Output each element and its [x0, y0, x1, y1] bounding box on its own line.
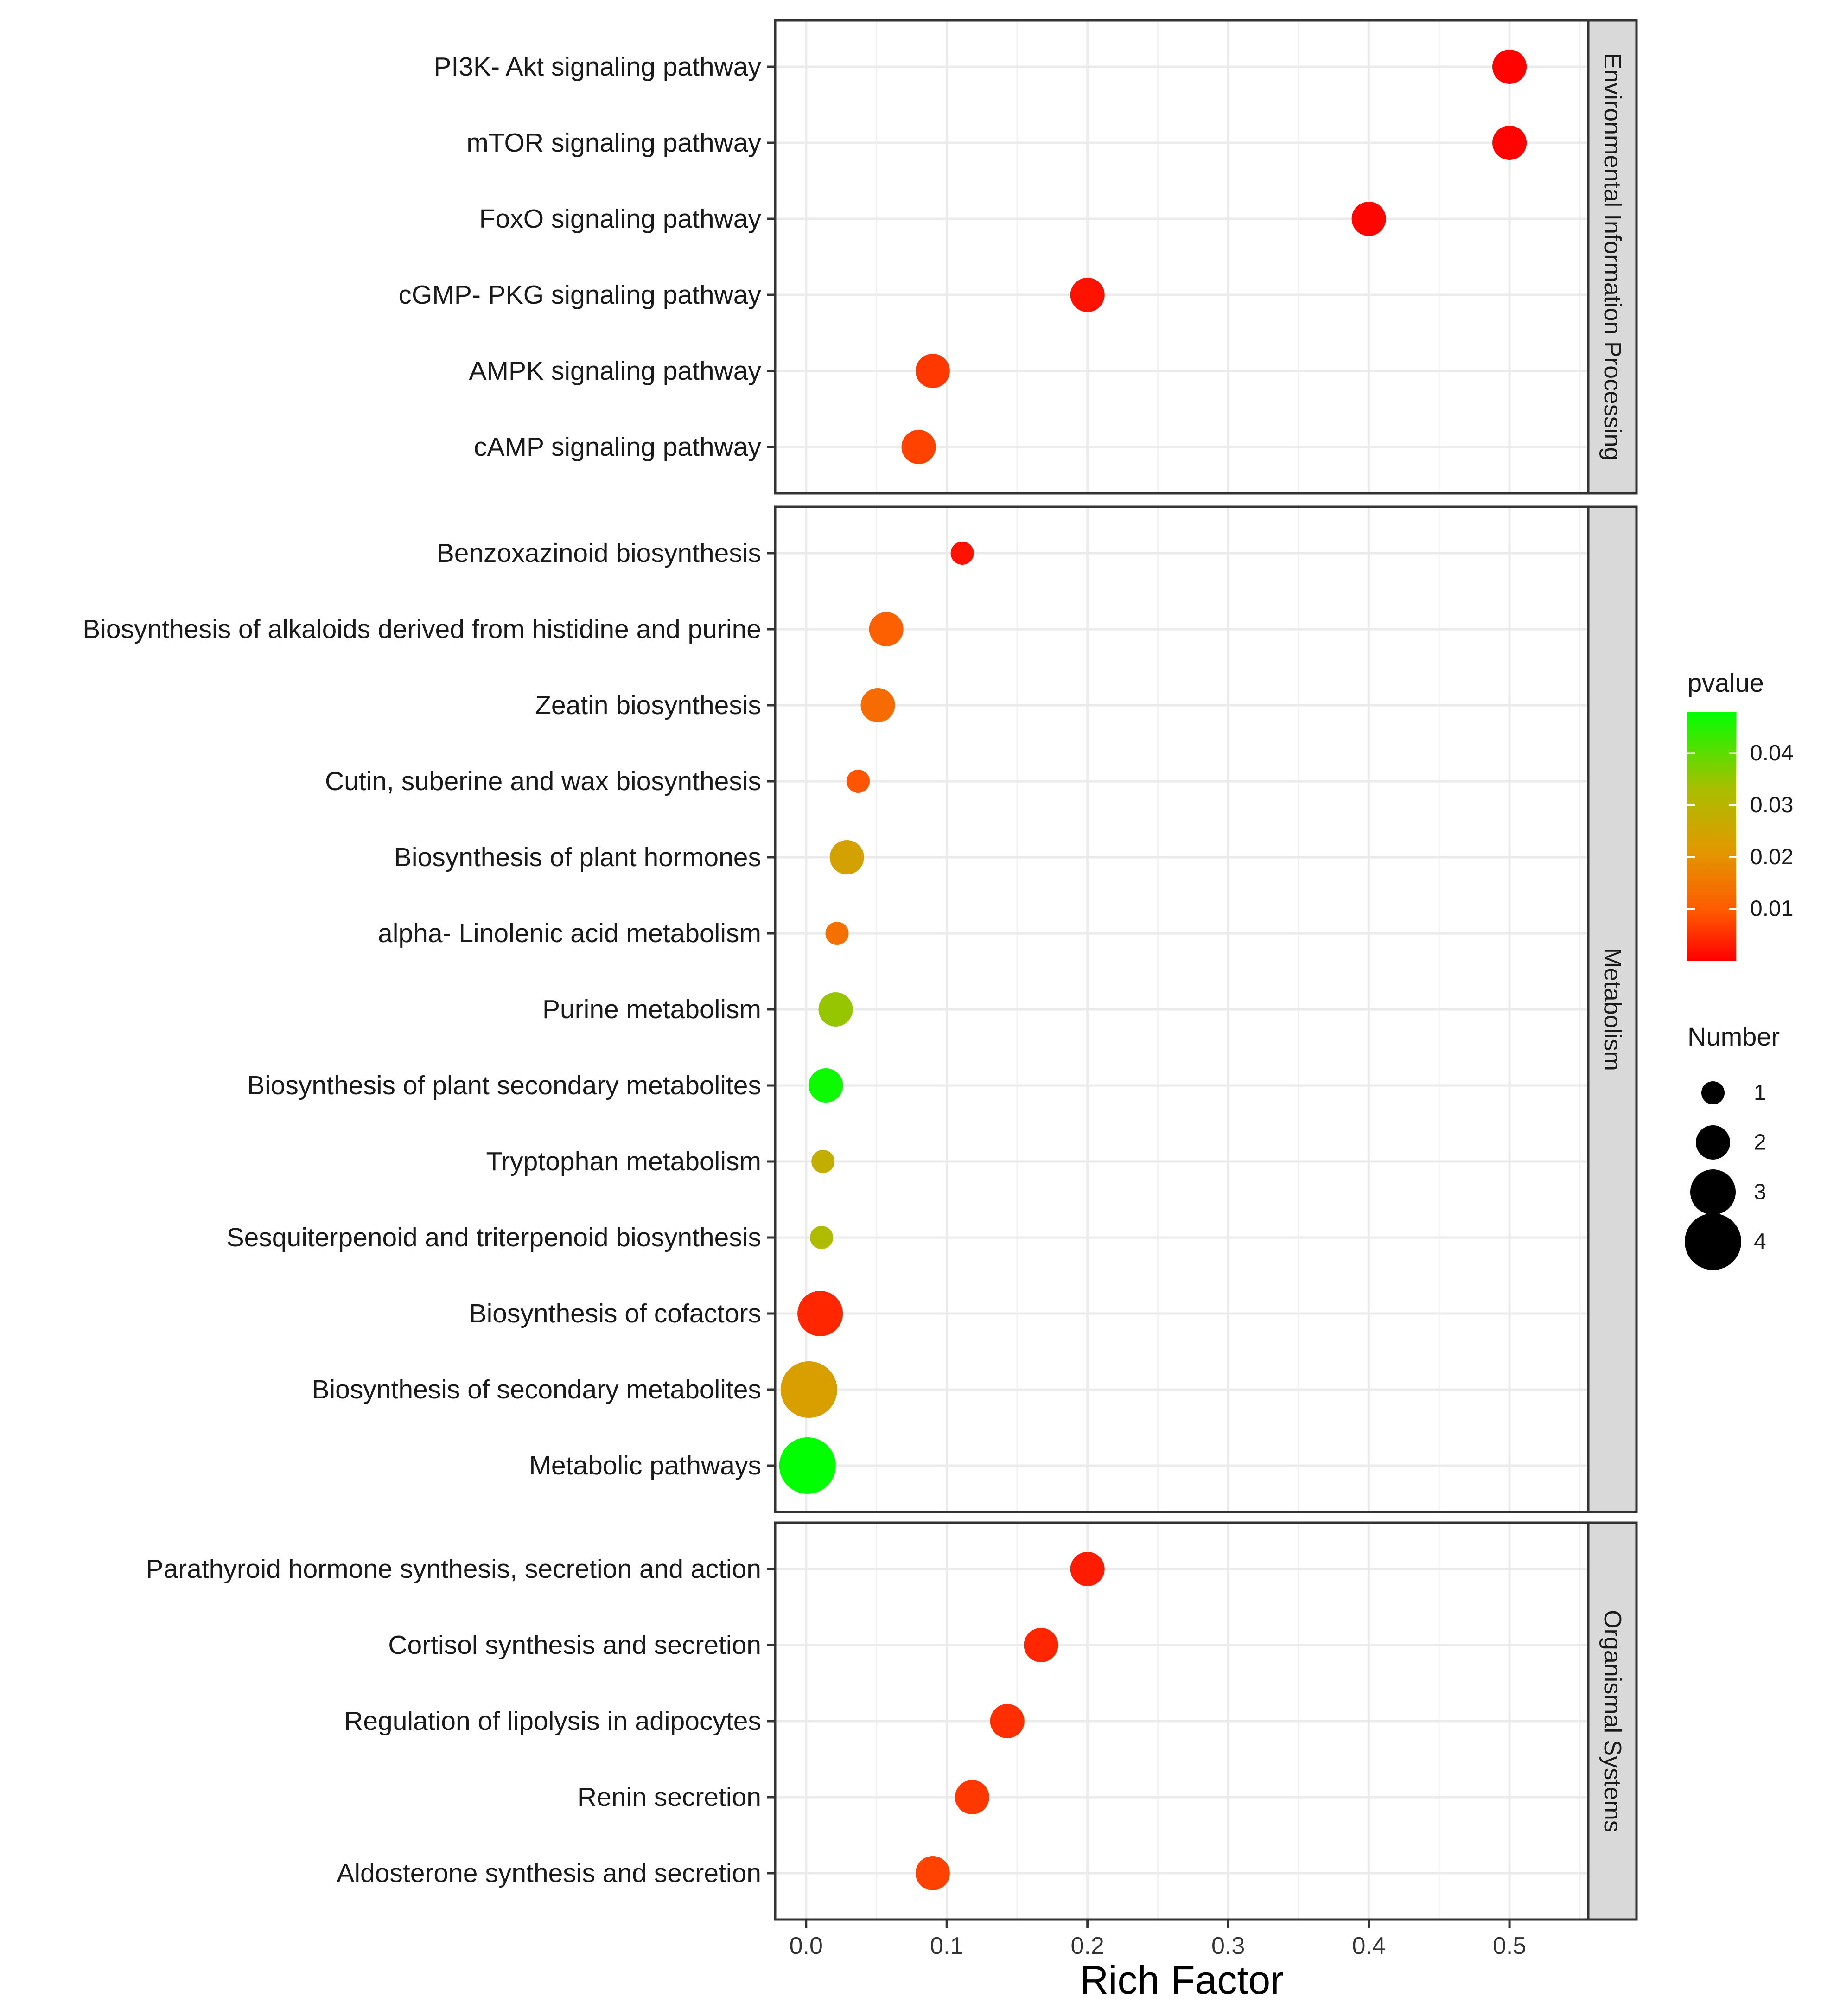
y-axis-label: Benzoxazinoid biosynthesis [437, 538, 761, 568]
facet-strip-label: Environmental Information Processing [1599, 53, 1626, 461]
y-axis-label: Biosynthesis of plant secondary metaboli… [247, 1071, 761, 1100]
facet-strip-label: Organismal Systems [1599, 1610, 1626, 1832]
data-point [811, 1150, 835, 1173]
facet-strip [1587, 1521, 1638, 1921]
size-legend-key [1690, 1169, 1736, 1215]
size-legend-label: 4 [1754, 1230, 1766, 1254]
y-axis-label: Cortisol synthesis and secretion [388, 1630, 761, 1660]
x-tick-label: 0.4 [1352, 1933, 1385, 1959]
data-point [915, 354, 950, 388]
x-tick-label: 0.2 [1071, 1933, 1104, 1959]
data-point [829, 840, 864, 874]
data-point [1492, 50, 1527, 84]
size-legend-label: 1 [1754, 1081, 1766, 1105]
color-bar-label: 0.02 [1750, 845, 1793, 869]
size-legend-label: 3 [1754, 1180, 1766, 1205]
data-point [950, 542, 974, 565]
y-axis-label: Purine metabolism [542, 995, 761, 1024]
y-axis-label: Biosynthesis of alkaloids derived from h… [83, 614, 761, 644]
color-bar-label: 0.01 [1750, 897, 1793, 921]
facet-strip-label: Metabolism [1599, 948, 1626, 1071]
x-tick-label: 0.0 [790, 1933, 823, 1959]
y-axis-label: Aldosterone synthesis and secretion [337, 1858, 761, 1888]
data-point [955, 1780, 989, 1814]
y-axis-label: cAMP signaling pathway [474, 432, 761, 462]
color-bar [1687, 712, 1736, 961]
data-point [1070, 278, 1105, 312]
y-axis-label: Renin secretion [578, 1782, 761, 1812]
data-point [1351, 202, 1386, 236]
y-axis-label: Biosynthesis of secondary metabolites [312, 1375, 761, 1404]
data-point [869, 612, 904, 646]
y-axis-label: FoxO signaling pathway [479, 204, 762, 234]
size-legend-label: 2 [1754, 1130, 1766, 1155]
legend-title-pvalue: pvalue [1687, 668, 1764, 697]
x-axis: 0.0 0.1 0.2 0.3 0.4 0.5 Rich Factor [790, 1920, 1526, 2003]
y-axis-label: Parathyroid hormone synthesis, secretion… [146, 1554, 761, 1584]
y-axis-label: PI3K- Akt signaling pathway [433, 52, 761, 82]
data-point [1492, 126, 1527, 160]
data-point [825, 922, 849, 945]
data-point [1024, 1628, 1058, 1662]
data-point [901, 430, 936, 464]
x-tick-label: 0.3 [1211, 1933, 1245, 1959]
panel-border [774, 19, 1590, 495]
facet-panel: Benzoxazinoid biosynthesis Biosynthesis o… [83, 505, 1638, 1513]
facet-strip [1587, 19, 1638, 495]
facet-panel: Parathyroid hormone synthesis, secretion… [146, 1521, 1638, 1921]
data-point [860, 688, 895, 722]
y-axis-label: Regulation of lipolysis in adipocytes [344, 1706, 761, 1736]
size-legend-key [1701, 1081, 1725, 1104]
x-axis-title: Rich Factor [1080, 1958, 1284, 2003]
color-bar-label: 0.04 [1750, 741, 1793, 766]
y-axis-label: cGMP- PKG signaling pathway [399, 280, 762, 310]
legend-title-number: Number [1687, 1022, 1780, 1051]
color-bar-label: 0.03 [1750, 793, 1793, 817]
x-tick-label: 0.1 [930, 1933, 963, 1959]
y-axis-label: Sesquiterpenoid and triterpenoid biosynt… [227, 1223, 761, 1252]
data-point [780, 1361, 837, 1418]
facet-panel: PI3K- Akt signaling pathway mTOR signalin… [399, 19, 1638, 495]
y-axis-label: AMPK signaling pathway [469, 356, 761, 386]
data-point [818, 992, 853, 1027]
y-axis-label: Metabolic pathways [529, 1451, 761, 1480]
data-point [847, 770, 870, 793]
data-point [779, 1437, 836, 1494]
y-axis-label: Biosynthesis of plant hormones [394, 842, 761, 872]
data-point [809, 1068, 843, 1103]
data-point [915, 1856, 950, 1890]
data-point [990, 1704, 1025, 1738]
data-point [1070, 1552, 1105, 1586]
size-legend-key [1696, 1125, 1730, 1160]
y-axis-label: Zeatin biosynthesis [535, 690, 761, 720]
x-tick-label: 0.5 [1493, 1933, 1526, 1959]
data-point [810, 1226, 834, 1249]
y-axis-label: Cutin, suberine and wax biosynthesis [325, 766, 761, 796]
facet-strip [1587, 505, 1638, 1513]
y-axis-label: alpha- Linolenic acid metabolism [378, 919, 761, 948]
y-axis-label: Tryptophan metabolism [486, 1147, 762, 1176]
y-axis-label: mTOR signaling pathway [466, 128, 761, 158]
y-axis-label: Biosynthesis of cofactors [469, 1299, 761, 1328]
data-point [797, 1291, 843, 1336]
size-legend-key [1685, 1213, 1741, 1270]
